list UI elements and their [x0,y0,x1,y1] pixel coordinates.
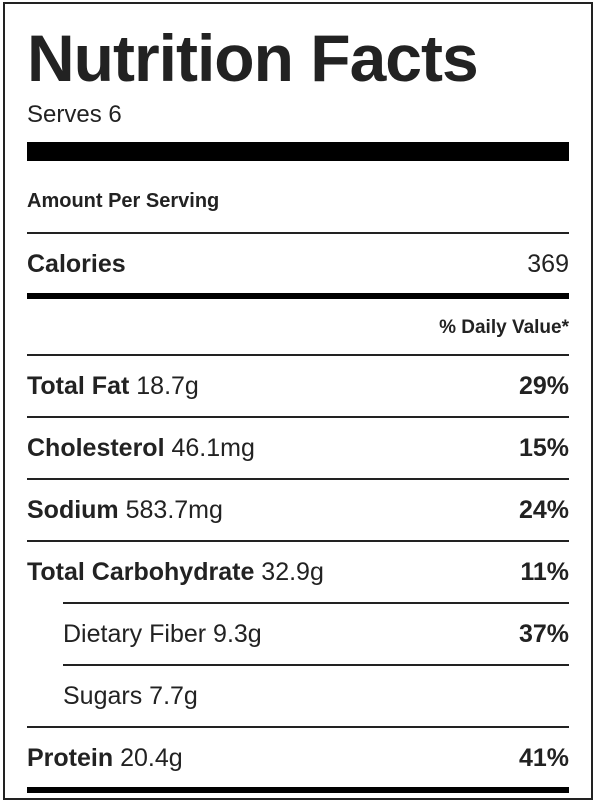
nutrient-row-total-carbohydrate: Total Carbohydrate 32.9g 11% [27,550,569,594]
daily-value-percent: 15% [518,433,569,462]
divider [27,540,569,542]
nutrient-row-sodium: Sodium 583.7mg 24% [27,488,569,532]
nutrient-label: Total Fat [27,371,130,400]
nutrient-label: Protein [27,743,114,772]
nutrient-amount: 32.9g [261,557,324,586]
daily-value-percent: 11% [520,557,569,586]
nutrient-label: Cholesterol [27,433,165,462]
divider [27,232,569,234]
nutrient-row-protein: Protein 20.4g 41% [27,736,569,780]
nutrient-name: Total Carbohydrate 32.9g [27,558,324,587]
daily-value-percent: 29% [518,371,569,400]
daily-value-percent: 24% [518,495,569,524]
divider [27,726,569,728]
nutrition-facts-label: Nutrition Facts Serves 6 Amount Per Serv… [3,2,593,800]
nutrient-amount: 7.7g [149,681,198,710]
divider [27,416,569,418]
calories-row: Calories 369 [27,242,569,286]
daily-value-header: % Daily Value* [439,317,569,338]
nutrient-amount: 18.7g [136,371,199,400]
indented-divider [63,664,569,666]
divider [27,478,569,480]
nutrient-label: Sugars [63,681,143,710]
amount-per-serving: Amount Per Serving [27,190,220,212]
bottom-divider [27,787,569,793]
divider [27,354,569,356]
nutrient-row-cholesterol: Cholesterol 46.1mg 15% [27,426,569,470]
nutrient-amount: 46.1mg [171,433,255,462]
nutrient-row-dietary-fiber: Dietary Fiber 9.3g 37% [63,612,569,656]
indented-divider [63,602,569,604]
serves-count: Serves 6 [27,101,122,128]
nutrient-label: Sodium [27,495,119,524]
calories-value: 369 [527,249,569,278]
calories-label: Calories [27,249,126,278]
nutrient-name: Sugars 7.7g [63,682,198,711]
nutrient-name: Protein 20.4g [27,744,183,773]
nutrient-label: Dietary Fiber [63,619,207,648]
nutrient-row-total-fat: Total Fat 18.7g 29% [27,364,569,408]
nutrient-name: Sodium 583.7mg [27,496,223,525]
label-title: Nutrition Facts [27,21,479,95]
nutrient-amount: 9.3g [213,619,262,648]
medium-divider [27,293,569,299]
thick-divider [27,142,569,161]
nutrient-name: Cholesterol 46.1mg [27,434,255,463]
daily-value-percent: 37% [518,619,569,648]
nutrient-amount: 20.4g [120,743,183,772]
nutrient-name: Dietary Fiber 9.3g [63,620,262,649]
nutrient-label: Total Carbohydrate [27,557,255,586]
daily-value-percent: 41% [518,743,569,772]
nutrient-amount: 583.7mg [125,495,223,524]
nutrient-row-sugars: Sugars 7.7g [63,674,569,718]
nutrient-name: Total Fat 18.7g [27,372,199,401]
